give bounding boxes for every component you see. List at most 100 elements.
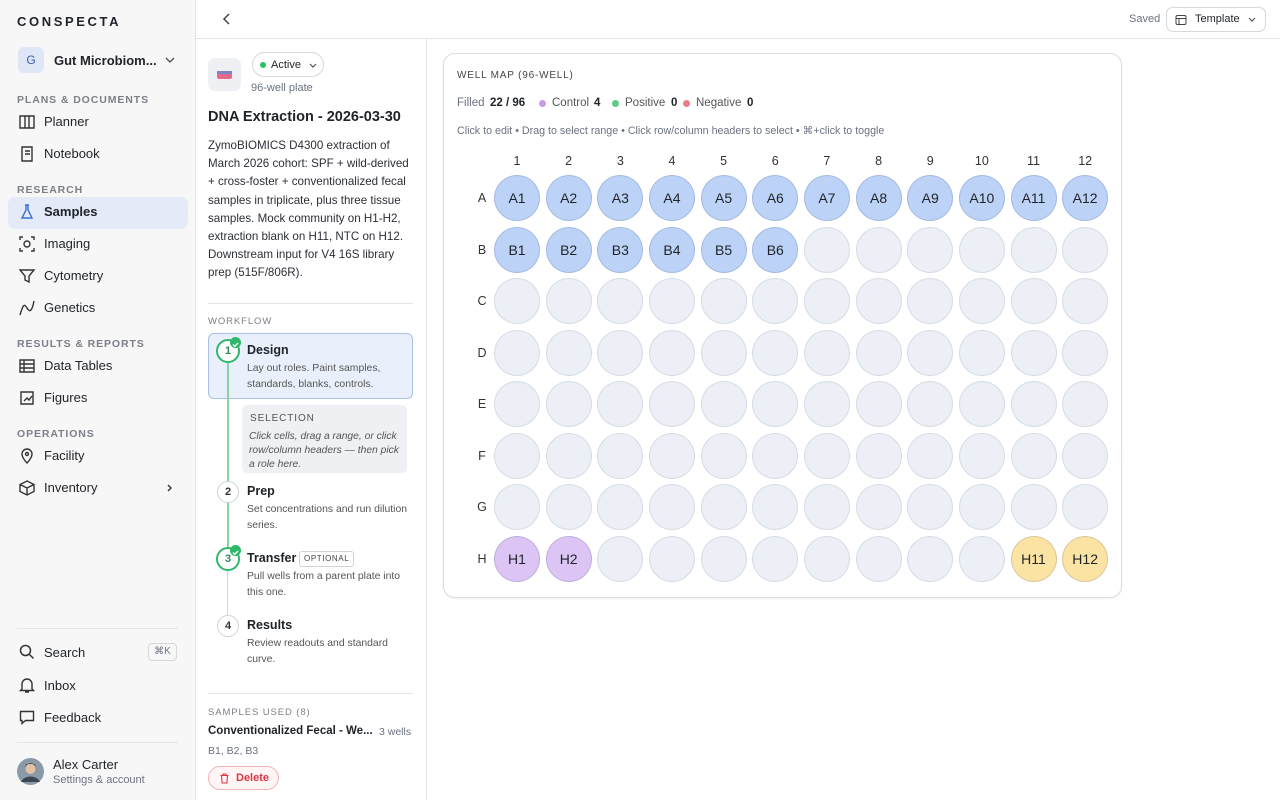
nav-item[interactable]: Samples	[44, 204, 98, 219]
step-title[interactable]: Results	[247, 618, 293, 632]
column-header[interactable]: 2	[565, 154, 573, 168]
user-name[interactable]: Alex Carter	[53, 757, 119, 772]
well[interactable]: H12	[1062, 535, 1109, 582]
row-header[interactable]: F	[478, 448, 486, 463]
well[interactable]	[597, 381, 644, 428]
feedback[interactable]: Feedback	[44, 710, 102, 725]
row-header[interactable]: D	[477, 345, 487, 360]
well[interactable]	[1010, 484, 1057, 531]
well[interactable]: A7	[803, 175, 850, 221]
column-header[interactable]: 6	[771, 154, 779, 168]
nav-item[interactable]: Data Tables	[44, 358, 113, 373]
well[interactable]: B5	[700, 226, 747, 273]
well[interactable]	[855, 278, 902, 325]
well[interactable]	[648, 329, 695, 376]
well[interactable]: A5	[700, 175, 747, 221]
well[interactable]	[803, 535, 850, 582]
row-header[interactable]: C	[477, 294, 487, 309]
well[interactable]	[1062, 484, 1109, 531]
step-title[interactable]: Transfer	[247, 551, 297, 565]
well[interactable]: A2	[545, 175, 592, 221]
well[interactable]	[855, 535, 902, 582]
well[interactable]	[545, 329, 592, 376]
well[interactable]: A1	[494, 175, 540, 221]
well[interactable]	[597, 278, 644, 325]
well[interactable]	[1062, 432, 1109, 479]
well[interactable]	[803, 226, 850, 273]
nav-item[interactable]: Genetics	[44, 300, 96, 315]
nav-item[interactable]: Inventory	[44, 480, 98, 495]
back-button[interactable]	[220, 12, 234, 26]
well[interactable]: B1	[494, 226, 540, 273]
nav-item[interactable]: Figures	[44, 390, 88, 405]
well[interactable]	[803, 278, 850, 325]
well[interactable]	[545, 278, 592, 325]
well[interactable]	[700, 535, 747, 582]
well[interactable]	[855, 226, 902, 273]
nav-item[interactable]: Facility	[44, 448, 85, 463]
well[interactable]	[597, 329, 644, 376]
well[interactable]	[648, 278, 695, 325]
well[interactable]	[700, 381, 747, 428]
active-step[interactable]	[208, 333, 413, 399]
row-header[interactable]: E	[477, 397, 487, 412]
well[interactable]	[907, 381, 954, 428]
well[interactable]	[907, 535, 954, 582]
well[interactable]	[700, 484, 747, 531]
well[interactable]	[1010, 278, 1057, 325]
well[interactable]	[752, 432, 799, 479]
row-header[interactable]: B	[477, 242, 487, 257]
row-header[interactable]: A	[477, 191, 487, 205]
well[interactable]: A3	[597, 175, 644, 221]
column-header[interactable]: 4	[668, 154, 676, 168]
well[interactable]	[803, 381, 850, 428]
well[interactable]	[545, 432, 592, 479]
status-pill[interactable]: Active	[252, 52, 324, 77]
column-header[interactable]: 3	[616, 154, 624, 168]
well[interactable]	[597, 484, 644, 531]
search[interactable]: Search	[44, 645, 86, 660]
well[interactable]: A9	[907, 175, 954, 221]
well[interactable]	[648, 432, 695, 479]
column-header[interactable]: 7	[823, 154, 831, 168]
well[interactable]: B6	[752, 226, 799, 273]
well[interactable]: H1	[494, 535, 540, 582]
well[interactable]	[907, 278, 954, 325]
well[interactable]: B3	[597, 226, 644, 273]
step-title[interactable]: Design	[247, 343, 289, 357]
well[interactable]	[648, 381, 695, 428]
well[interactable]	[700, 432, 747, 479]
well[interactable]	[700, 278, 747, 325]
well[interactable]	[494, 484, 540, 531]
well[interactable]: H2	[545, 535, 592, 582]
well[interactable]	[648, 535, 695, 582]
well[interactable]	[494, 278, 540, 325]
well[interactable]	[907, 484, 954, 531]
well[interactable]	[855, 484, 902, 531]
row-header[interactable]: G	[477, 500, 487, 515]
well[interactable]: A11	[1010, 175, 1057, 221]
row-header[interactable]: H	[477, 551, 487, 566]
well[interactable]	[1010, 381, 1057, 428]
sample-name[interactable]: Conventionalized Fecal - We...	[208, 725, 373, 737]
well[interactable]	[1062, 381, 1109, 428]
well[interactable]	[597, 432, 644, 479]
well[interactable]	[494, 432, 540, 479]
nav-item[interactable]: Planner	[44, 114, 89, 129]
well[interactable]: A8	[855, 175, 902, 221]
well[interactable]	[958, 535, 1005, 582]
well[interactable]	[803, 329, 850, 376]
well[interactable]	[752, 535, 799, 582]
well[interactable]	[907, 329, 954, 376]
well[interactable]	[803, 484, 850, 531]
well[interactable]	[1062, 226, 1109, 273]
well[interactable]: B4	[648, 226, 695, 273]
well[interactable]	[1062, 329, 1109, 376]
well[interactable]	[494, 381, 540, 428]
step-title[interactable]: Prep	[247, 484, 275, 498]
well[interactable]	[752, 329, 799, 376]
well[interactable]	[752, 278, 799, 325]
well[interactable]	[1062, 278, 1109, 325]
nav-item[interactable]: Cytometry	[44, 268, 104, 283]
well[interactable]: A12	[1062, 175, 1109, 221]
